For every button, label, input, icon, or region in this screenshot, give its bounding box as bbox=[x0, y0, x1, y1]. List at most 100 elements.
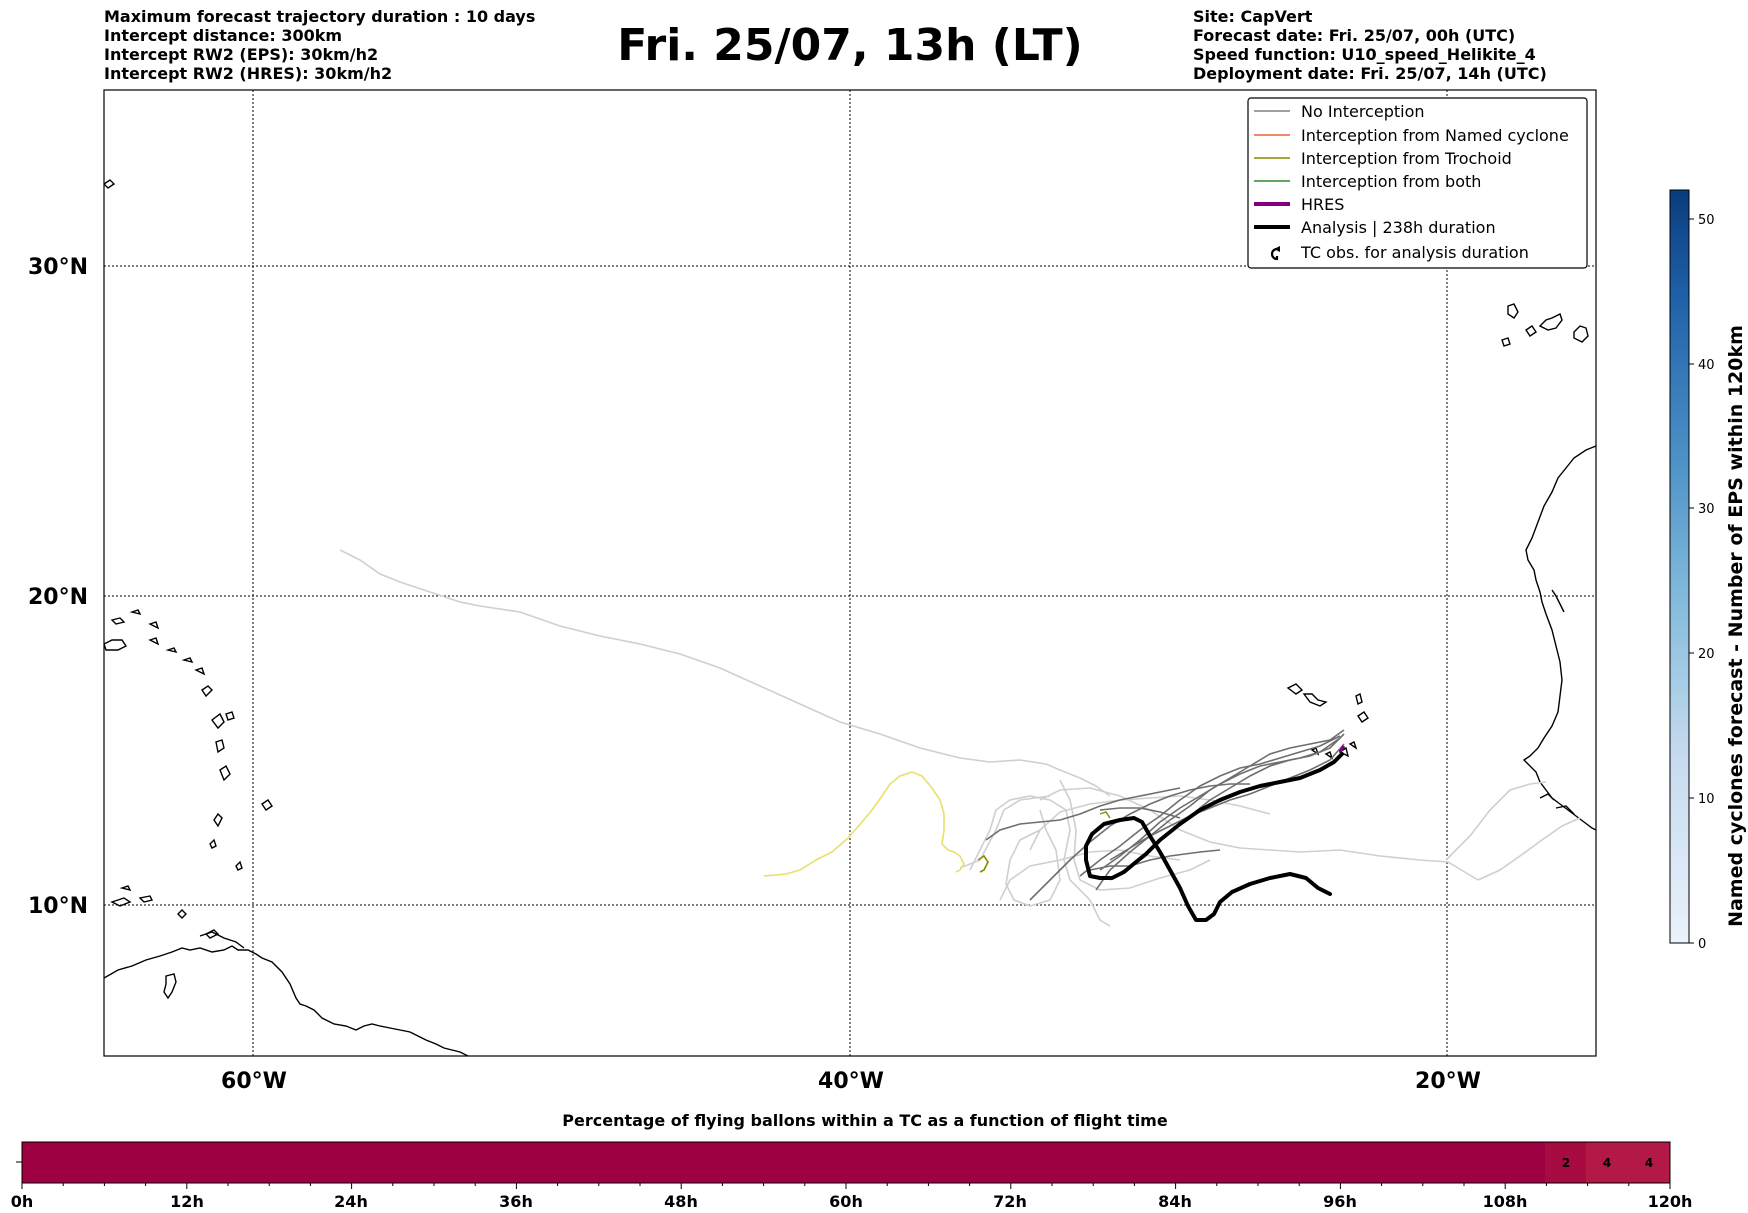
analysis-track bbox=[1084, 752, 1344, 922]
map-frame bbox=[103, 89, 1597, 1057]
header-deployment-date: Deployment date: Fri. 25/07, 14h (UTC) bbox=[1193, 64, 1547, 83]
timebar-cell-label: 4 bbox=[1645, 1156, 1653, 1170]
legend-label: Interception from both bbox=[1301, 172, 1481, 191]
trajectory-dark-g bbox=[1089, 849, 1221, 871]
island-guadeloupe bbox=[211, 711, 235, 730]
colorbar-tick-labels: 0 10 20 30 40 50 bbox=[1698, 213, 1715, 952]
header-intercept-eps: Intercept RW2 (EPS): 30km/h2 bbox=[104, 45, 379, 64]
trajectory-light-d bbox=[1445, 781, 1547, 861]
island-trinidad bbox=[163, 973, 177, 1000]
island-grenada bbox=[177, 909, 187, 919]
timebar-tick-label: 48h bbox=[664, 1192, 698, 1211]
colorbar-tick-50: 50 bbox=[1698, 213, 1715, 228]
colorbar-tick-30: 30 bbox=[1698, 502, 1715, 517]
timebar-cells: 2 4 4 bbox=[1545, 1142, 1670, 1183]
colorbar-tick-10: 10 bbox=[1698, 792, 1715, 807]
trajectory-light-long bbox=[339, 549, 1111, 797]
colorbar-gradient bbox=[1669, 189, 1690, 944]
leeward-islands bbox=[148, 637, 206, 676]
island-dominica bbox=[215, 739, 225, 754]
trajectory-light-b bbox=[1039, 787, 1479, 881]
legend: No Interception Interception from Named … bbox=[1247, 97, 1588, 269]
trajectory-light-i bbox=[959, 795, 1051, 869]
africa-coast-detail bbox=[1539, 589, 1575, 815]
trajectory-dark-d bbox=[1099, 737, 1341, 871]
legend-item-no-interception: No Interception bbox=[1254, 102, 1425, 121]
timebar-tick-label: 96h bbox=[1323, 1192, 1357, 1211]
header-left-info: Maximum forecast trajectory duration : 1… bbox=[104, 7, 535, 83]
trajectory-olive-small bbox=[1099, 811, 1111, 819]
trajectory-light-f bbox=[969, 795, 1111, 927]
trajectory-dark-e bbox=[1079, 735, 1341, 877]
legend-label: No Interception bbox=[1301, 102, 1425, 121]
header-max-duration: Maximum forecast trajectory duration : 1… bbox=[104, 7, 536, 26]
island-martinique bbox=[219, 764, 231, 782]
map-title: Fri. 25/07, 13h (LT) bbox=[617, 20, 1083, 71]
trajectory-yellow bbox=[763, 771, 965, 877]
timebar: Percentage of flying ballons within a TC… bbox=[11, 1111, 1693, 1211]
timebar-ticks bbox=[21, 1183, 1671, 1189]
trajectory-light-c bbox=[1477, 817, 1581, 881]
legend-label: Analysis | 238h duration bbox=[1301, 218, 1496, 237]
lat-label-30n: 30°N bbox=[28, 255, 88, 280]
timebar-tick-label: 84h bbox=[1158, 1192, 1192, 1211]
colorbar-label: Named cyclones forecast - Number of EPS … bbox=[1725, 325, 1747, 927]
lat-label-20n: 20°N bbox=[28, 585, 88, 610]
colorbar-tick-0: 0 bbox=[1698, 937, 1706, 952]
hres-track bbox=[1338, 745, 1346, 753]
axis-labels: 30°N 20°N 10°N 60°W 40°W 20°W bbox=[28, 255, 1481, 1094]
timebar-tick-label: 12h bbox=[170, 1192, 204, 1211]
lon-label-60w: 60°W bbox=[221, 1069, 287, 1094]
timebar-title: Percentage of flying ballons within a TC… bbox=[562, 1111, 1168, 1130]
trajectory-light-g bbox=[1059, 779, 1211, 891]
trajectory-dark-h bbox=[985, 787, 1181, 841]
timebar-cell-label: 2 bbox=[1562, 1156, 1570, 1170]
south-america-coast bbox=[104, 945, 469, 1056]
header-site: Site: CapVert bbox=[1193, 7, 1313, 26]
timebar-tick-label: 60h bbox=[829, 1192, 863, 1211]
timebar-tick-label: 36h bbox=[499, 1192, 533, 1211]
trajectory-dark-a bbox=[1029, 783, 1250, 901]
legend-item-analysis: Analysis | 238h duration bbox=[1254, 218, 1496, 237]
legend-item-both: Interception from both bbox=[1254, 172, 1481, 191]
colorbar-tick-40: 40 bbox=[1698, 358, 1715, 373]
header-forecast-date: Forecast date: Fri. 25/07, 00h (UTC) bbox=[1193, 26, 1516, 45]
island-stvincent bbox=[209, 838, 217, 849]
island-northwest bbox=[104, 179, 116, 189]
island-barbados bbox=[235, 860, 243, 871]
puerto-rico bbox=[104, 639, 128, 651]
header-intercept-distance: Intercept distance: 300km bbox=[104, 26, 343, 45]
map-area: 30°N 20°N 10°N 60°W 40°W 20°W No Interce… bbox=[28, 89, 1597, 1094]
island-antigua bbox=[201, 685, 213, 698]
timebar-cell-label: 4 bbox=[1603, 1156, 1611, 1170]
timebar-cell bbox=[1628, 1142, 1670, 1183]
timebar-tick-label: 24h bbox=[334, 1192, 368, 1211]
timebar-tick-labels: 0h 12h 24h 36h 48h 60h 72h 84h 96h 108h … bbox=[11, 1192, 1693, 1211]
timebar-cell bbox=[1586, 1142, 1628, 1183]
capeverde-islands bbox=[1286, 683, 1369, 760]
legend-label: HRES bbox=[1301, 195, 1344, 214]
legend-item-hres: HRES bbox=[1254, 195, 1344, 214]
timebar-base bbox=[22, 1142, 1670, 1183]
legend-label: Interception from Trochoid bbox=[1301, 149, 1512, 168]
lat-label-10n: 10°N bbox=[28, 894, 88, 919]
trajectory-light-e bbox=[1005, 809, 1061, 907]
tc-symbol-icon bbox=[1270, 246, 1280, 261]
canary-islands bbox=[1501, 303, 1589, 347]
legend-item-trochoid: Interception from Trochoid bbox=[1254, 149, 1512, 168]
island-tobago bbox=[204, 929, 220, 939]
islands-north-coast bbox=[110, 885, 154, 907]
lon-label-40w: 40°W bbox=[818, 1069, 884, 1094]
legend-label: TC obs. for analysis duration bbox=[1300, 243, 1529, 262]
trajectory-olive bbox=[977, 854, 989, 873]
coastlines bbox=[104, 179, 1596, 1056]
analysis-track-path bbox=[1084, 752, 1344, 922]
timebar-tick-label: 108h bbox=[1483, 1192, 1528, 1211]
trajectories-trochoid bbox=[763, 771, 1111, 877]
island-stlucia bbox=[213, 812, 223, 828]
timebar-tick-label: 72h bbox=[993, 1192, 1027, 1211]
legend-box bbox=[1247, 97, 1588, 269]
legend-item-named-cyclone: Interception from Named cyclone bbox=[1254, 126, 1569, 145]
header-speed-function: Speed function: U10_speed_Helikite_4 bbox=[1193, 45, 1536, 64]
